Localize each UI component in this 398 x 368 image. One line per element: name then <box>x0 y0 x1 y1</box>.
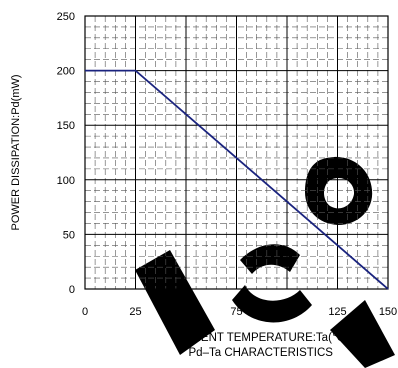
series-line-0 <box>85 69 389 290</box>
watermark-stroke-1 <box>135 250 215 355</box>
x-tick-label: 50 <box>180 306 192 318</box>
x-tick-label: 150 <box>379 306 397 318</box>
x-tick-label: 0 <box>82 306 88 318</box>
y-tick-label: 50 <box>63 229 75 241</box>
watermark-stroke-4 <box>305 156 373 225</box>
y-tick-label: 150 <box>57 120 75 132</box>
y-axis-label: POWER DISSIPATION:Pd(mW) <box>10 74 22 230</box>
x-tick-label: 100 <box>278 306 296 318</box>
y-tick-labels: 0 50 100 150 200 250 <box>57 11 75 296</box>
x-axis-label: AMBIENT TEMPERATURE:Ta(℃) <box>173 332 349 344</box>
watermark-stroke-5 <box>330 300 395 368</box>
x-tick-label: 125 <box>328 306 346 318</box>
series-layer <box>85 69 389 290</box>
x-tick-label: 25 <box>129 306 141 318</box>
watermark-stroke-2 <box>240 244 300 274</box>
plot-frame <box>84 15 389 290</box>
y-tick-label: 0 <box>69 284 75 296</box>
y-tick-label: 200 <box>57 66 75 78</box>
x-tick-labels: 0 25 50 75 100 125 150 <box>82 306 397 318</box>
watermark-stroke-3 <box>232 285 312 323</box>
y-tick-label: 250 <box>57 11 75 23</box>
x-tick-label: 75 <box>230 306 242 318</box>
grid-major <box>85 16 388 289</box>
watermark <box>135 156 395 368</box>
y-tick-label: 100 <box>57 175 75 187</box>
chart-title: Pd–Ta CHARACTERISTICS <box>189 347 334 359</box>
